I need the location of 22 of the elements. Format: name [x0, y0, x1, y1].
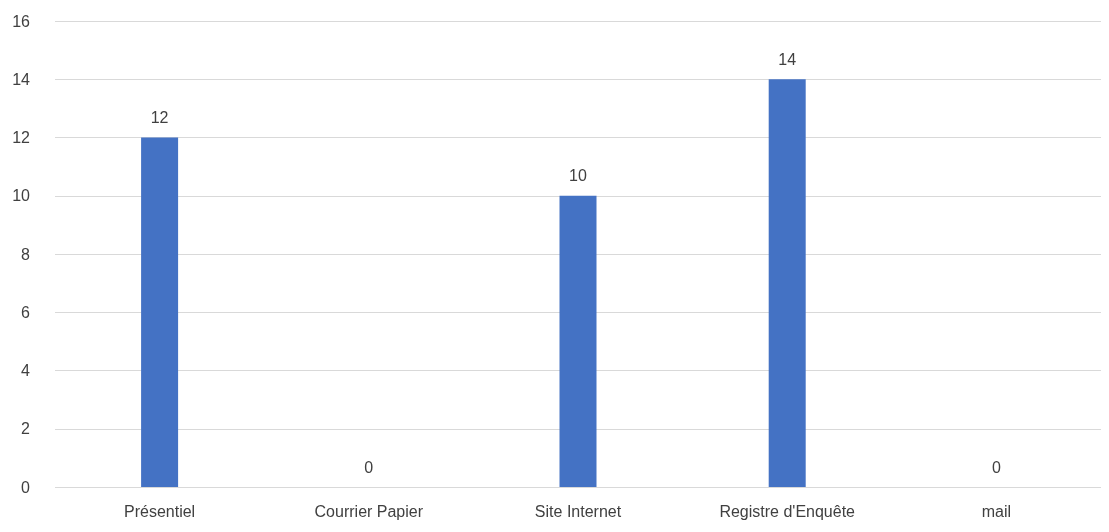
- bar: [141, 137, 179, 487]
- x-tick-label: Présentiel: [124, 502, 196, 520]
- data-label: 14: [778, 50, 797, 68]
- x-tick-label: Courrier Papier: [314, 502, 424, 520]
- y-tick-label: 6: [21, 303, 31, 321]
- y-tick-label: 16: [12, 12, 31, 30]
- y-tick-label: 12: [12, 129, 31, 146]
- bar: [559, 195, 597, 487]
- x-tick-label: Registre d'Enquête: [719, 502, 856, 520]
- y-tick-label: 8: [21, 245, 31, 263]
- y-tick-label: 10: [12, 187, 31, 205]
- y-tick-label: 0: [21, 478, 31, 496]
- y-tick-label: 14: [12, 70, 31, 88]
- data-label: 10: [569, 167, 587, 185]
- data-label: 12: [150, 109, 169, 126]
- data-label: 0: [991, 458, 1001, 476]
- x-tick-label: mail: [981, 502, 1012, 520]
- x-tick-label: Site Internet: [534, 502, 622, 520]
- data-label: 0: [364, 458, 374, 476]
- y-tick-label: 4: [21, 362, 31, 379]
- bar: [768, 79, 806, 487]
- y-tick-label: 2: [21, 420, 31, 438]
